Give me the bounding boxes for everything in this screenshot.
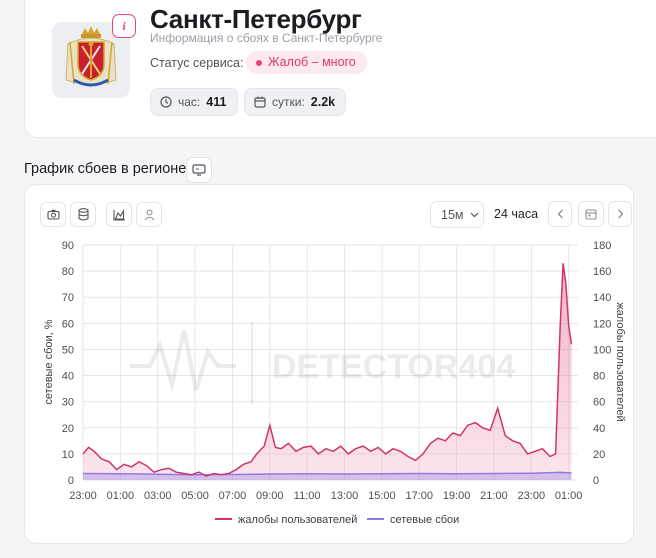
info-icon[interactable]: i [112,14,136,38]
x-tick-label: 17:00 [405,490,433,502]
calendar-icon [254,96,266,108]
y-left-tick-label: 10 [62,449,74,461]
x-tick-label: 01:00 [107,490,135,502]
x-tick-label: 15:00 [368,490,396,502]
watermark-text: DETECTOR404 [272,348,515,386]
service-status-label: Статус сервиса: [150,56,244,70]
y-left-tick-label: 50 [62,344,74,356]
user-icon [144,208,154,220]
complaints-line [82,263,573,477]
y-right-tick-label: 0 [593,475,599,487]
monitor-icon [192,164,206,176]
y-right-tick-label: 140 [593,292,611,304]
outages-line [82,471,572,476]
chevron-right-icon [617,209,623,219]
x-axis-ticks: 23:00 01:00 03:00 05:00 07:00 09:00 11:00 13:00… [69,490,582,502]
y-left-tick-label: 20 [62,423,74,435]
screenshot-button[interactable] [40,202,66,227]
y-left-tick-label: 0 [68,475,74,487]
prev-period-button[interactable] [548,201,572,227]
y-right-tick-label: 180 [593,240,611,252]
y-left-tick-label: 60 [62,318,74,330]
x-tick-label: 21:00 [480,490,508,502]
x-tick-label: 11:00 [294,490,321,502]
legend-outages-label[interactable]: сетевые сбои [390,514,459,526]
coat-of-arms-logo [52,22,130,98]
x-tick-label: 23:00 [518,490,546,502]
y-left-axis-title: сетевые сбои, % [43,319,55,404]
interval-select-value: 15м [441,207,464,222]
x-tick-label: 03:00 [144,490,172,502]
x-tick-label: 01:00 [555,490,583,502]
data-source-button[interactable] [70,202,96,227]
chart-section-title: График сбоев в регионе [24,161,187,177]
x-tick-label: 13:00 [331,490,359,502]
calendar-button[interactable] [578,201,604,227]
database-icon [77,208,89,221]
next-period-button[interactable] [608,201,632,227]
stat-hour: час: 411 [150,88,238,116]
calendar-icon [585,209,597,220]
stat-hour-value: 411 [206,95,227,109]
y-left-ticks: 0 10 20 30 40 50 60 70 80 90 [62,240,74,487]
area-chart-icon [112,208,125,221]
user-filter-button[interactable] [136,202,162,227]
y-right-tick-label: 80 [593,371,605,383]
y-right-tick-label: 100 [593,344,611,356]
y-right-tick-label: 120 [593,318,611,330]
y-right-tick-label: 20 [593,449,605,461]
chart-legend: жалобы пользователей сетевые сбои [215,514,459,526]
y-left-tick-label: 70 [62,292,74,304]
x-tick-label: 07:00 [219,490,247,502]
clock-icon [160,96,172,108]
page-subtitle: Информация о сбоях в Санкт-Петербурге [150,31,383,45]
y-left-tick-label: 80 [62,266,74,278]
chart-grid [82,244,578,481]
chevron-left-icon [557,209,563,219]
chart-card [24,184,634,544]
page-title: Санкт-Петербург [150,4,362,34]
y-left-tick-label: 40 [62,371,74,383]
stat-day-label: сутки: [272,95,305,109]
chart-type-button[interactable] [106,202,132,227]
coat-of-arms-icon [65,26,117,87]
complaints-area [83,263,572,480]
chevron-down-icon [470,212,478,217]
status-badge: Жалоб – много [246,51,367,74]
time-range-label: 24 часа [494,207,539,221]
x-tick-label: 23:00 [69,490,97,502]
interval-select[interactable]: 15м [430,201,484,228]
y-right-tick-label: 160 [593,266,611,278]
camera-icon [46,209,60,220]
y-left-tick-label: 90 [62,240,74,252]
x-tick-label: 09:00 [256,490,284,502]
x-tick-label: 05:00 [181,490,209,502]
legend-complaints-label[interactable]: жалобы пользователей [238,514,357,526]
y-left-tick-label: 30 [62,397,74,409]
stat-day: сутки: 2.2k [244,88,346,116]
y-right-ticks: 0 20 40 60 80 100 120 140 160 180 [593,240,611,487]
y-right-tick-label: 40 [593,423,605,435]
y-right-tick-label: 60 [593,397,605,409]
y-right-axis-title: жалобы пользователей [614,302,626,421]
chart-display-button[interactable] [186,157,212,183]
x-tick-label: 19:00 [443,490,471,502]
stat-day-value: 2.2k [310,95,336,109]
watermark: DETECTOR404 [130,322,515,404]
stat-hour-label: час: [178,95,201,109]
